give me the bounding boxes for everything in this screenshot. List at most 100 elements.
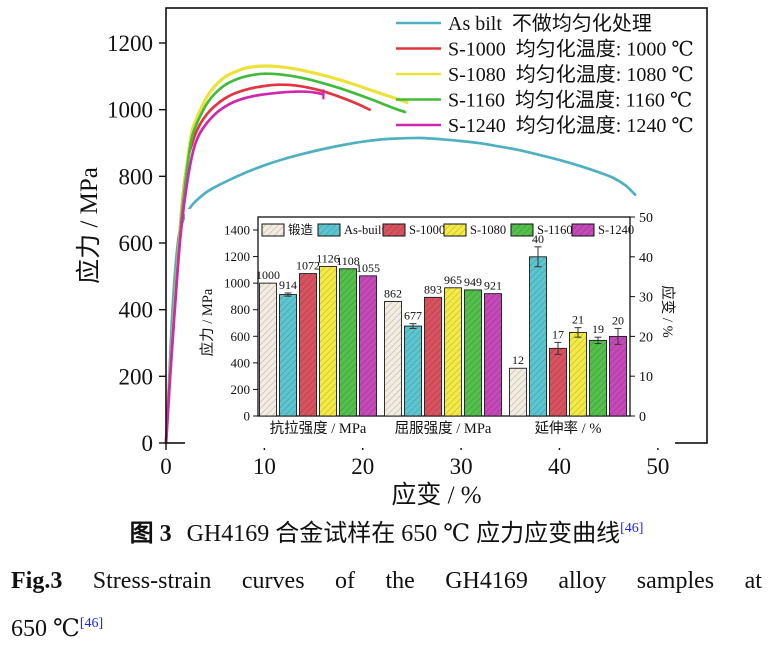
inset-bar-as-built-1 [404, 325, 422, 417]
inset-bar-s-1160-1 [464, 289, 482, 417]
inset-bar-value: 17 [552, 327, 564, 341]
y-tick-label: 200 [119, 364, 154, 389]
inset-bar-value: 677 [404, 309, 422, 323]
inset-bar-value: 1108 [336, 254, 360, 268]
inset-right-tick-label: 50 [639, 211, 653, 226]
caption-zh-label: 图 3 [129, 521, 172, 547]
curve-s-1160 [164, 72, 407, 445]
y-tick-label: 0 [142, 431, 154, 456]
inset-bar-value: 949 [464, 275, 482, 289]
inset-bar-value: 1072 [296, 259, 320, 273]
legend-label: S-1160 均匀化温度: 1160 ℃ [448, 89, 692, 112]
legend-label: As bilt 不做均匀化处理 [448, 12, 652, 35]
inset-right-tick-label: 20 [639, 330, 653, 345]
inset-left-tick-label: 400 [231, 355, 251, 370]
inset-legend-label: S-1080 [470, 223, 506, 237]
inset-legend-swatch-s-1080 [443, 223, 467, 237]
inset-left-axis-label: 应力 / MPa [198, 288, 216, 356]
x-tick-label: 30 [450, 454, 473, 479]
caption-en-line2-text: 650 ℃ [11, 616, 80, 642]
inset-left-tick-label: 1200 [224, 249, 250, 264]
inset-bar-value: 12 [512, 353, 524, 367]
inset-bar-锻造-2 [509, 367, 527, 417]
caption-en-line2: 650 ℃[46] [11, 614, 762, 644]
x-tick-label: 50 [646, 454, 669, 479]
inset-bar-锻造-1 [384, 301, 402, 417]
inset-legend-label: S-1000 [409, 223, 445, 237]
legend-label: S-1240 均匀化温度: 1240 ℃ [448, 114, 694, 137]
inset-bar-as-built-0 [279, 294, 297, 417]
caption-en-word: alloy [558, 568, 607, 594]
inset-category-label: 屈服强度 / MPa [395, 420, 492, 437]
inset-bar-s-1080-0 [319, 265, 337, 417]
caption-en-word: curves [241, 568, 305, 594]
inset-bar-s-1080-2 [569, 331, 587, 417]
inset-left-tick-label: 1400 [224, 223, 250, 238]
inset-right-tick-label: 10 [639, 370, 653, 385]
inset-bar-value: 921 [484, 279, 502, 293]
y-tick-label: 1000 [107, 98, 153, 123]
inset-bar-value: 21 [572, 313, 584, 327]
caption-en-word: Stress-strain [92, 568, 212, 594]
y-tick-label: 1200 [107, 31, 153, 56]
inset-bar-value: 19 [592, 322, 604, 336]
inset-category-label: 延伸率 / % [535, 420, 602, 437]
inset-category-label: 抗拉强度 / MPa [270, 420, 367, 437]
x-axis-label: 应变 / % [391, 481, 481, 509]
y-tick-label: 800 [119, 164, 154, 189]
inset-legend-swatch-锻造 [261, 223, 285, 237]
inset-bar-s-1000-1 [424, 296, 442, 417]
inset-bar-s-1160-0 [339, 268, 357, 417]
legend-label: S-1080 均匀化温度: 1080 ℃ [448, 63, 694, 86]
inset-legend-label: S-1240 [598, 223, 634, 237]
inset-right-axis-label: 应变 / % [659, 285, 677, 337]
inset-bar-value: 965 [444, 273, 462, 287]
inset-bar-s-1000-2 [549, 347, 567, 417]
inset-bar-as-built-2 [529, 256, 547, 417]
inset-bar-value: 40 [532, 232, 544, 246]
inset-bar-s-1080-1 [444, 287, 462, 417]
main-legend: As bilt 不做均匀化处理 S-1000 均匀化温度: 1000 ℃S-1080 均… [396, 12, 694, 137]
inset-legend-label: 锻造 [288, 223, 314, 237]
caption-chinese: 图 3 GH4169 合金试样在 650 ℃ 应力应变曲线[46] [0, 518, 773, 551]
inset-bar-value: 1000 [256, 268, 280, 282]
inset-bar-s-1240-0 [359, 275, 377, 417]
x-tick-label: 40 [548, 454, 571, 479]
inset-right-tick-label: 30 [639, 291, 653, 306]
caption-en-word: the [385, 568, 415, 594]
inset-legend-label: S-1160 [537, 223, 573, 237]
inset-legend-swatch-s-1240 [571, 223, 595, 237]
x-tick-label: 10 [253, 454, 276, 479]
caption-en-bold-label: Fig.3 [11, 568, 63, 594]
curve-s-1240 [164, 90, 325, 445]
caption-en-line1: Fig.3 Stress-strain curves of the GH4169 alloy… [11, 566, 762, 596]
figure-page: 0 200 400 600 800 1000 1200 0 10 20 30 40 50 应变 / % 应力… [0, 7, 773, 644]
inset-bar-s-1000-0 [299, 273, 317, 417]
inset-bar-value: 1055 [356, 261, 380, 275]
caption-zh-text: GH4169 合金试样在 650 ℃ 应力应变曲线 [186, 521, 621, 547]
inset-left-tick-label: 600 [231, 329, 251, 344]
y-tick-label: 600 [119, 231, 154, 256]
caption-en-word: samples [636, 568, 715, 594]
inset-bar-value: 914 [279, 278, 297, 292]
inset-legend-swatch-s-1000 [382, 223, 406, 237]
inset-legend-swatch-as-built [317, 223, 341, 237]
inset-bar-s-1240-2 [609, 335, 627, 417]
x-tick-label: 20 [351, 454, 374, 479]
inset-right-tick-label: 0 [639, 410, 646, 425]
caption-en-word: at [744, 568, 762, 594]
inset-left-tick-label: 1000 [224, 276, 250, 291]
caption-zh-ref: [46] [620, 521, 644, 536]
inset-bar-s-1160-2 [589, 339, 607, 417]
inset-bar-value: 862 [384, 286, 402, 300]
y-axis-label: 应力 / MPa [75, 167, 103, 284]
x-tick-label: 0 [160, 454, 172, 479]
inset-left-tick-label: 200 [231, 382, 251, 397]
inset-bar-锻造-0 [259, 282, 277, 417]
inset-bar-s-1240-1 [484, 293, 502, 417]
inset-bar-chart: 0 200 400 600 800 1000 1200 1400 0 10 20 30 40 50 应力 /… [185, 209, 677, 448]
inset-left-tick-label: 800 [231, 302, 251, 317]
inset-legend-label: As-built [344, 223, 386, 237]
